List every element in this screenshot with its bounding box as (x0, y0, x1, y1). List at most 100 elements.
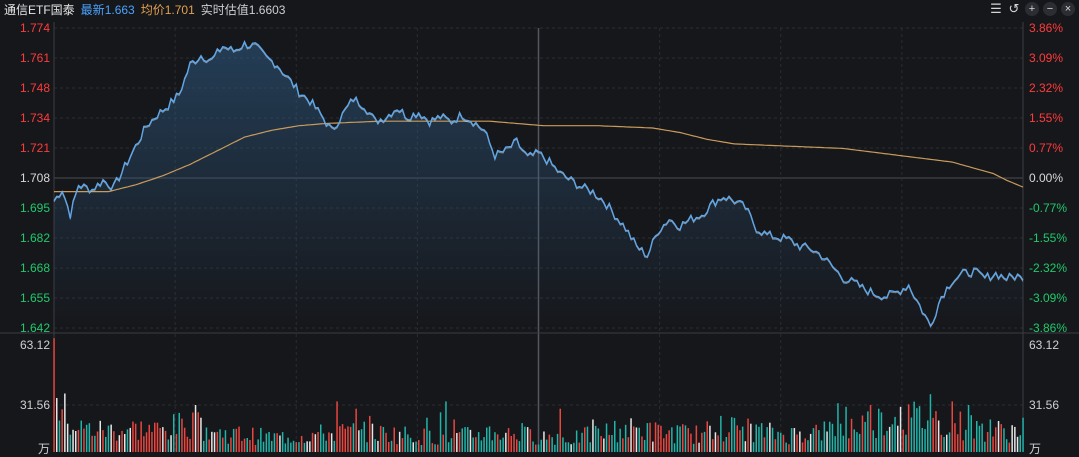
volume-bar (600, 436, 602, 452)
volume-bar (390, 440, 393, 452)
volume-bar (785, 442, 787, 452)
volume-bar (467, 427, 469, 452)
volume-bar (943, 437, 945, 452)
volume-bar (434, 444, 436, 452)
volume-bar (105, 436, 107, 452)
volume-bar (624, 424, 627, 452)
volume-bar (126, 429, 129, 452)
volume-bar (728, 432, 730, 452)
volume-bar (265, 433, 268, 452)
volume-bar (502, 437, 504, 452)
volume-bar (268, 432, 270, 452)
volume-bar (584, 427, 586, 452)
volume-bar (205, 427, 208, 452)
volume-bar (946, 434, 948, 452)
volume-bar (521, 423, 523, 452)
volume-bar (243, 438, 246, 452)
price-tick-label: 1.734 (20, 111, 50, 125)
volume-bar (858, 433, 861, 452)
volume-bar (796, 434, 798, 452)
volume-bar (311, 432, 314, 452)
volume-bar (965, 429, 967, 452)
volume-bar (66, 423, 69, 452)
volume-bar (654, 422, 657, 452)
zoom-out-icon[interactable]: − (1043, 2, 1057, 16)
volume-bar (869, 405, 872, 452)
volume-bar (475, 437, 477, 452)
volume-bar (494, 432, 496, 452)
volume-bar (529, 429, 532, 452)
volume-bar (567, 442, 570, 452)
volume-bar (799, 431, 801, 452)
volume-bar (360, 429, 363, 452)
volume-bar (524, 426, 526, 452)
price-tick-label: 1.642 (20, 321, 50, 335)
volume-bar (200, 417, 202, 452)
volume-bar (300, 436, 303, 452)
volume-bar (257, 439, 259, 452)
volume-bar (140, 421, 142, 452)
volume-bar (349, 426, 352, 452)
volume-bar (295, 442, 297, 452)
volume-bar (875, 438, 877, 452)
volume-bar (937, 420, 940, 452)
percent-tick-label: -1.55% (1029, 231, 1067, 245)
volume-bar (418, 440, 420, 452)
volume-bar (69, 434, 72, 452)
volume-bar (423, 428, 425, 452)
volume-tick-label: 31.56 (20, 398, 50, 412)
undo-icon[interactable]: ↺ (1008, 1, 1020, 16)
volume-bar (867, 411, 869, 452)
volume-bar (717, 435, 719, 452)
volume-unit-label: 万 (38, 442, 50, 456)
volume-bar (532, 441, 534, 452)
volume-bar (638, 427, 640, 452)
volume-bar (189, 438, 191, 452)
volume-bar (731, 417, 733, 452)
menu-icon[interactable]: ☰ (990, 1, 1002, 16)
volume-bar (962, 440, 964, 452)
volume-bar (652, 441, 654, 452)
volume-bar (124, 434, 126, 452)
volume-bar (1019, 435, 1021, 452)
volume-bar (409, 437, 412, 452)
volume-bar (194, 405, 197, 452)
close-icon[interactable]: × (1061, 2, 1075, 16)
volume-bar (371, 423, 374, 452)
price-tick-label: 1.708 (20, 171, 50, 185)
zoom-in-icon[interactable]: + (1025, 2, 1039, 16)
volume-bar (679, 426, 681, 452)
iopv: 实时估值1.6603 (201, 1, 286, 18)
volume-bar (85, 424, 88, 452)
volume-bar (398, 431, 401, 452)
volume-bar (924, 429, 926, 452)
volume-bar (763, 437, 766, 452)
percent-tick-label: 1.55% (1029, 111, 1063, 125)
volume-bar (281, 432, 284, 452)
volume-bar (260, 427, 262, 452)
iopv-value: 1.6603 (248, 2, 286, 17)
volume-bar (880, 412, 883, 452)
volume-bar (134, 423, 137, 452)
volume-bar (554, 444, 556, 452)
volume-bar (64, 393, 66, 452)
latest-label: 最新 (80, 2, 105, 17)
percent-tick-label: 0.77% (1029, 141, 1063, 155)
volume-bar (891, 424, 894, 452)
volume-bar (148, 424, 150, 452)
price-tick-label: 1.655 (20, 291, 50, 305)
volume-bar (453, 419, 455, 452)
volume-bar (551, 437, 553, 452)
volume-bar (339, 426, 341, 452)
volume-bar (393, 427, 395, 452)
price-tick-label: 1.774 (20, 21, 50, 35)
volume-bar (472, 437, 474, 452)
volume-bar (823, 421, 826, 452)
volume-bar (347, 426, 349, 452)
volume-bar (967, 405, 970, 452)
volume-bar (450, 438, 453, 452)
volume-bar (437, 444, 439, 452)
price-tick-label: 1.668 (20, 261, 50, 275)
volume-bar (780, 432, 782, 452)
volume-bar (861, 415, 864, 452)
